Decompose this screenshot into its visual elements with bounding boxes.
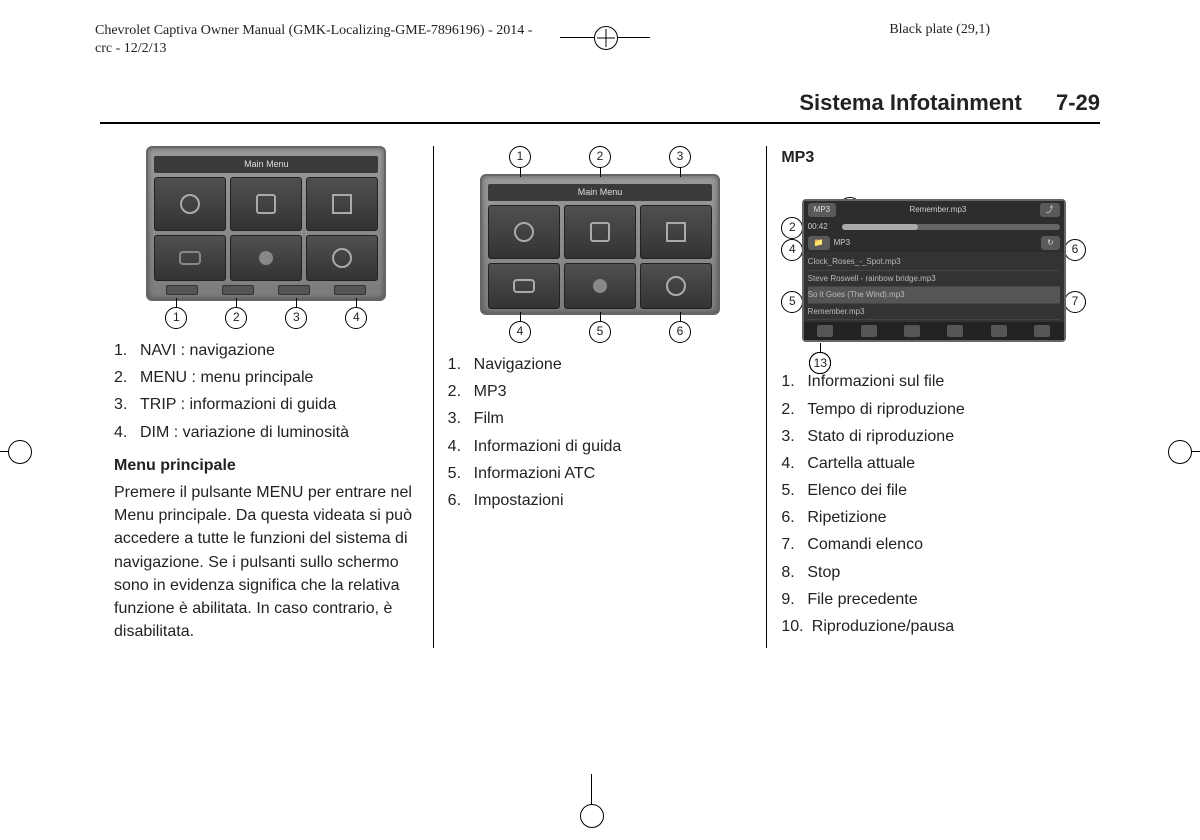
callout-4: 4 xyxy=(509,321,531,343)
callout-1: 1 xyxy=(165,307,187,329)
subheading-menu: Menu principale xyxy=(114,454,419,477)
callout-7: 7 xyxy=(1064,291,1086,313)
doc-id-line1: Chevrolet Captiva Owner Manual (GMK-Loca… xyxy=(95,23,532,38)
column-2: 1 2 3 Main Menu xyxy=(433,146,768,648)
legend-list-1: 1.NAVI : navigazione 2.MENU : menu princ… xyxy=(114,339,419,444)
main-menu-screenshot-2: 1 2 3 Main Menu xyxy=(480,146,720,343)
callout-2: 2 xyxy=(589,146,611,168)
legend-list-3: 1.Informazioni sul file 2.Tempo di ripro… xyxy=(781,370,1086,638)
paragraph-menu: Premere il pulsante MENU per entrare nel… xyxy=(114,481,419,643)
callout-2: 2 xyxy=(781,217,803,239)
column-3: MP3 1 2 3 4 5 6 7 MP3 Remember.mp3 ⤴ 00:… xyxy=(767,146,1100,648)
callout-4: 4 xyxy=(345,307,367,329)
callout-2: 2 xyxy=(225,307,247,329)
crop-mark-left xyxy=(8,440,32,464)
plate-label: Black plate (29,1) xyxy=(889,22,990,38)
section-header: Sistema Infotainment 7-29 xyxy=(100,90,1100,124)
crop-mark-bottom xyxy=(580,804,604,828)
section-title: Sistema Infotainment xyxy=(799,90,1021,115)
callout-4: 4 xyxy=(781,239,803,261)
crop-mark-top xyxy=(560,25,650,51)
callout-3: 3 xyxy=(285,307,307,329)
callout-6: 6 xyxy=(1064,239,1086,261)
legend-list-2: 1.Navigazione 2.MP3 3.Film 4.Informazion… xyxy=(448,353,753,512)
callout-1: 1 xyxy=(509,146,531,168)
mp3-screenshot: 1 2 3 4 5 6 7 MP3 Remember.mp3 ⤴ 00:42 📁… xyxy=(781,199,1086,352)
column-1: Main Menu 1 2 3 xyxy=(100,146,433,648)
doc-id-line2: crc - 12/2/13 xyxy=(95,41,167,56)
callout-5: 5 xyxy=(589,321,611,343)
callout-3: 3 xyxy=(669,146,691,168)
crop-mark-right xyxy=(1168,440,1192,464)
callout-6: 6 xyxy=(669,321,691,343)
page-number: 7-29 xyxy=(1056,90,1100,115)
callout-5: 5 xyxy=(781,291,803,313)
main-menu-screenshot-1: Main Menu 1 2 3 xyxy=(146,146,386,329)
mp3-heading: MP3 xyxy=(781,146,1086,169)
